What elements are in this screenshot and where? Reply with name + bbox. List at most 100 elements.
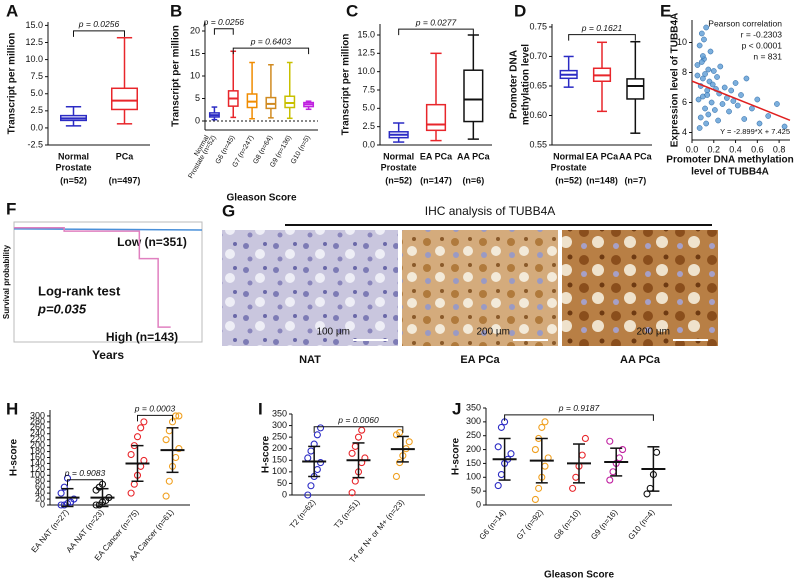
y-tick-label: 200 — [466, 444, 481, 454]
n-label: (n=52) — [555, 175, 582, 185]
panel-label: H — [6, 399, 18, 418]
data-point — [351, 477, 359, 485]
data-point — [726, 108, 732, 115]
y-tick-label: 350 — [466, 402, 481, 412]
y-axis-label: H-score — [9, 438, 20, 476]
annotation: Pearson correlation — [708, 18, 782, 28]
data-point — [175, 445, 183, 453]
y-tick-label: 200 — [272, 443, 287, 453]
data-point — [734, 102, 741, 109]
data-point — [698, 30, 705, 37]
y-tick-label: 0.60 — [529, 110, 547, 120]
y-tick-label: 10 — [190, 70, 200, 80]
bracket — [67, 479, 103, 486]
data-point — [140, 418, 148, 426]
y-tick-label: 350 — [272, 408, 287, 418]
box — [463, 69, 484, 123]
data-point — [698, 59, 705, 65]
y-tick-label: 200 — [30, 440, 45, 450]
bracket — [213, 28, 234, 35]
data-point — [743, 75, 750, 82]
x-tick-label: G10 (n=4) — [626, 508, 656, 542]
data-point — [392, 472, 400, 481]
x-tick-label: Prostate — [55, 162, 91, 172]
x-tick-label: EA PCa — [586, 151, 619, 161]
y-tick-label: 0 — [282, 489, 287, 499]
data-point — [701, 36, 707, 43]
x-axis-label: Gleason Score — [226, 193, 296, 204]
panel-label: E — [660, 1, 671, 20]
y-tick-label: 5 — [195, 93, 200, 103]
y-tick-label: 40 — [35, 488, 45, 498]
y-tick-label: 0.0 — [30, 122, 43, 132]
bracket — [398, 28, 474, 36]
data-point — [715, 117, 721, 124]
data-point — [165, 477, 173, 485]
p-value: p = 0.0277 — [415, 17, 457, 27]
box — [425, 103, 447, 132]
data-point — [541, 418, 549, 426]
data-point — [721, 84, 728, 91]
data-point — [728, 87, 735, 94]
y-tick-label: 20 — [190, 25, 200, 35]
p-value: p = 0.9187 — [558, 403, 600, 413]
data-point — [304, 491, 312, 499]
data-point — [705, 111, 712, 118]
box — [284, 95, 296, 109]
data-point — [774, 101, 780, 107]
data-point — [781, 123, 788, 130]
y-tick-label: 220 — [30, 434, 45, 444]
panel-label: B — [170, 1, 182, 20]
data-point — [695, 96, 702, 103]
x-tick-label: AA PCa — [619, 151, 653, 161]
x-axis-label: Years — [92, 348, 124, 362]
data-point — [175, 412, 183, 420]
data-point — [696, 42, 703, 49]
x-tick-label: 0.0 — [686, 144, 699, 154]
annotation: n = 831 — [753, 51, 782, 61]
data-point — [541, 462, 549, 470]
x-tick-label: PCa — [116, 151, 135, 161]
data-point — [60, 483, 68, 491]
data-point — [494, 482, 502, 490]
data-point — [572, 473, 580, 481]
data-point — [313, 465, 321, 474]
n-label: (n=52) — [385, 175, 412, 185]
data-point — [703, 120, 710, 127]
data-point — [92, 501, 100, 509]
data-point — [643, 490, 651, 498]
y-axis-label: methylation level — [521, 44, 532, 125]
x-axis-label: Gleason Score — [544, 570, 614, 581]
x-tick-label: Normal — [553, 151, 584, 161]
data-point — [569, 484, 577, 492]
data-point — [127, 489, 135, 497]
x-tick-label: G9 (n=16) — [589, 508, 619, 542]
scale-label: 200 µm — [636, 327, 670, 338]
fit-label: Y = -2.899*X + 7.425 — [720, 127, 790, 136]
y-tick-label: 0.75 — [529, 21, 547, 31]
data-point — [535, 484, 543, 492]
y-tick-label: 50 — [471, 486, 481, 496]
data-point — [348, 489, 356, 497]
y-tick-label: 150 — [466, 458, 481, 468]
bracket — [504, 414, 654, 421]
x-axis-label: Promoter DNA methylation — [666, 155, 793, 166]
data-point — [57, 501, 65, 509]
n-label: (n=7) — [624, 175, 646, 185]
data-point — [578, 451, 586, 459]
data-point — [497, 470, 505, 479]
bracket — [232, 47, 310, 55]
bracket — [568, 34, 636, 41]
y-tick-label: 10.0 — [25, 54, 43, 64]
y-axis-label: Transcript per million — [171, 25, 182, 127]
panel-label: I — [258, 399, 263, 418]
scale-label: 200 µm — [476, 327, 510, 338]
x-tick-label: G8 (n=10) — [552, 508, 582, 542]
y-tick-label: -2.5 — [27, 139, 43, 149]
y-tick-label: 240 — [30, 428, 45, 438]
data-point — [313, 431, 321, 439]
data-point — [354, 433, 363, 441]
data-point — [606, 437, 614, 445]
plot-frame — [13, 221, 203, 343]
